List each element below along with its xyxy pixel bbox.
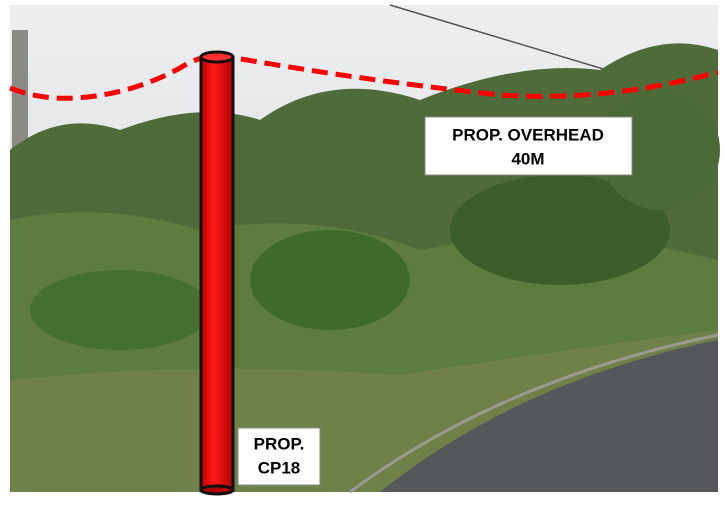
label-pole: PROP. CP18: [238, 428, 320, 485]
label-text: CP18: [258, 458, 301, 477]
label-overhead: PROP. OVERHEAD 40M: [425, 117, 632, 175]
label-text: PROP.: [254, 434, 305, 453]
pole: [201, 52, 233, 494]
label-text: 40M: [511, 149, 544, 168]
photo-annotation: PROP. OVERHEAD 40M PROP. CP18: [0, 0, 725, 519]
label-text: PROP. OVERHEAD: [452, 125, 604, 144]
